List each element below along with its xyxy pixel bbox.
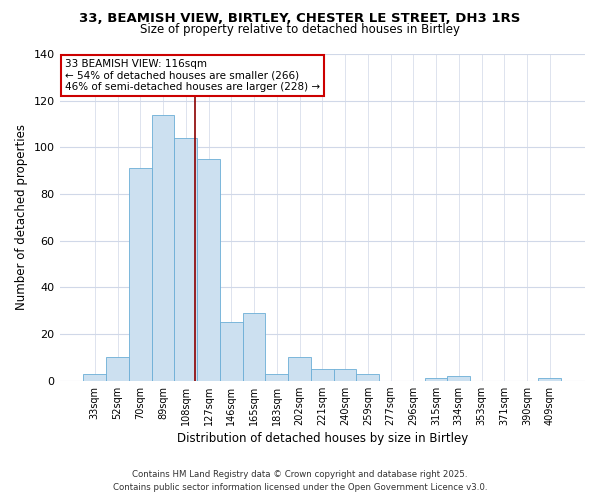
Bar	[265, 374, 288, 380]
Bar	[334, 369, 356, 380]
Bar	[220, 322, 242, 380]
Bar	[106, 358, 129, 380]
Bar	[83, 374, 106, 380]
Bar	[425, 378, 448, 380]
Bar	[311, 369, 334, 380]
Bar	[538, 378, 561, 380]
Text: 33 BEAMISH VIEW: 116sqm
← 54% of detached houses are smaller (266)
46% of semi-d: 33 BEAMISH VIEW: 116sqm ← 54% of detache…	[65, 59, 320, 92]
Bar	[197, 159, 220, 380]
Bar	[356, 374, 379, 380]
Bar	[448, 376, 470, 380]
Bar	[129, 168, 152, 380]
Y-axis label: Number of detached properties: Number of detached properties	[15, 124, 28, 310]
Text: 33, BEAMISH VIEW, BIRTLEY, CHESTER LE STREET, DH3 1RS: 33, BEAMISH VIEW, BIRTLEY, CHESTER LE ST…	[79, 12, 521, 26]
Bar	[242, 313, 265, 380]
Bar	[175, 138, 197, 380]
Bar	[152, 114, 175, 380]
Text: Size of property relative to detached houses in Birtley: Size of property relative to detached ho…	[140, 22, 460, 36]
X-axis label: Distribution of detached houses by size in Birtley: Distribution of detached houses by size …	[176, 432, 468, 445]
Bar	[288, 358, 311, 380]
Text: Contains HM Land Registry data © Crown copyright and database right 2025.
Contai: Contains HM Land Registry data © Crown c…	[113, 470, 487, 492]
